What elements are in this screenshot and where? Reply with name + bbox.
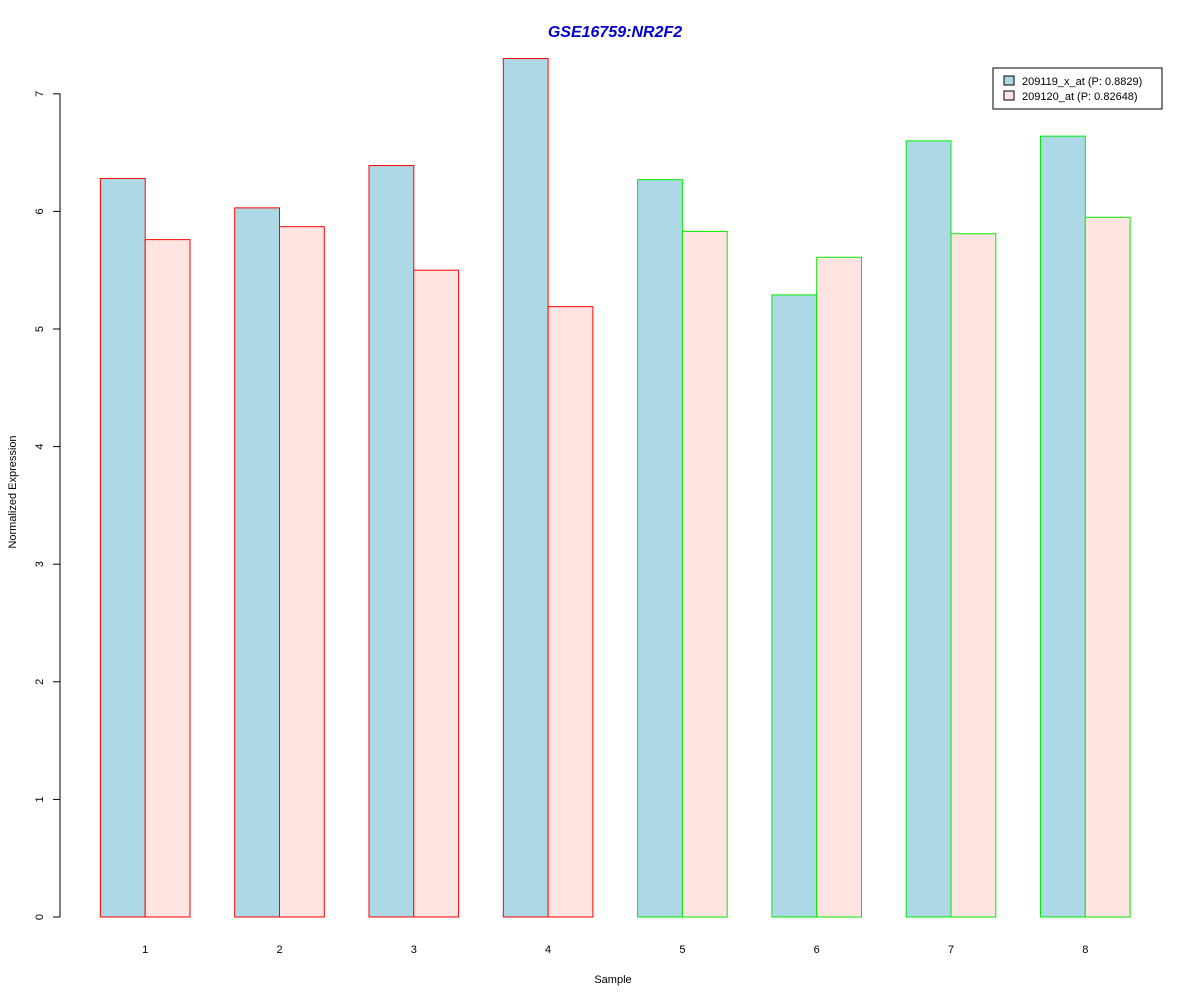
y-tick-label: 4 (34, 444, 46, 450)
x-tick-label: 6 (814, 944, 820, 956)
bar-series2-sample-3 (413, 269, 460, 918)
y-tick-label: 2 (34, 679, 46, 685)
x-axis-label: Sample (594, 974, 631, 986)
y-tick-label: 0 (34, 914, 46, 920)
y-tick-label: 6 (34, 208, 46, 214)
bar-series2-sample-6 (816, 256, 863, 918)
y-tick-label: 1 (34, 796, 46, 802)
bar-series1-sample-3 (368, 165, 415, 918)
legend-swatch (1003, 90, 1015, 101)
bar-series2-sample-5 (681, 230, 728, 918)
legend: 209119_x_at (P: 0.8829) 209120_at (P: 0.8… (992, 67, 1163, 110)
y-axis-label: Normalized Expression (7, 435, 19, 548)
chart-title: GSE16759:NR2F2 (548, 24, 682, 41)
legend-box (992, 67, 1163, 110)
x-tick-label: 7 (948, 944, 954, 956)
x-tick-label: 1 (142, 944, 148, 956)
bar-series2-sample-2 (279, 226, 325, 918)
x-tick-label: 5 (679, 944, 685, 956)
legend-label: 209120_at (P: 0.82648) (1022, 91, 1138, 103)
bar-series1-sample-1 (99, 177, 146, 918)
y-axis: 0 1 2 3 4 5 6 7 (34, 91, 61, 920)
bar-series2-sample-8 (1084, 216, 1131, 918)
bar-series1-sample-6 (771, 294, 818, 918)
bar-series1-sample-4 (502, 58, 549, 918)
legend-label: 209119_x_at (P: 0.8829) (1022, 76, 1142, 88)
y-tick-label: 7 (34, 91, 46, 97)
x-tick-label: 2 (276, 944, 282, 956)
bar-series2-sample-1 (144, 239, 191, 918)
x-tick-label: 8 (1082, 944, 1088, 956)
y-tick-label: 3 (34, 561, 46, 567)
bar-series1-sample-7 (905, 140, 952, 918)
y-tick-label: 5 (34, 326, 46, 332)
x-axis: 1 2 3 4 5 6 7 8 (142, 944, 1088, 956)
bar-series2-sample-4 (547, 306, 594, 918)
x-tick-label: 4 (545, 944, 551, 956)
x-tick-label: 3 (411, 944, 417, 956)
bar-series1-sample-2 (234, 207, 280, 918)
legend-swatch (1003, 75, 1015, 86)
bar-series2-sample-7 (950, 233, 997, 918)
bar-series1-sample-5 (637, 179, 683, 918)
bars (99, 58, 1131, 918)
bar-series1-sample-8 (1040, 135, 1086, 918)
